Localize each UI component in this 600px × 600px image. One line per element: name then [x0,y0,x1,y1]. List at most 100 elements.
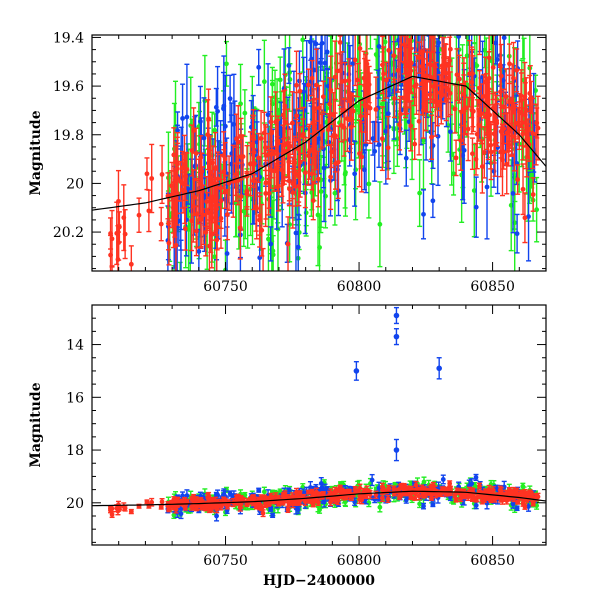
data-point [386,35,392,79]
data-point [286,499,292,506]
data-point [275,115,281,167]
data-point [481,126,487,179]
data-point [286,47,292,85]
data-point [514,48,520,93]
data-point [128,508,134,515]
data-point [534,107,540,139]
data-point [223,40,229,87]
top-trend-curve [92,75,546,211]
data-point [177,261,183,271]
data-point [227,74,233,123]
data-point [412,489,418,496]
data-point [478,83,484,145]
data-point [422,69,428,113]
data-point [337,35,343,106]
data-point [238,162,244,231]
data-point [270,512,276,519]
y-tick-label: 20.2 [53,225,84,241]
data-point [427,35,433,100]
data-point [357,483,363,493]
data-point [393,0,398,27]
y-tick-label: 19.6 [53,79,84,95]
data-point [329,496,335,502]
data-point [514,505,520,512]
data-point [238,495,244,501]
data-point [325,113,331,147]
data-point [171,265,177,271]
data-point [380,35,386,95]
data-point [515,499,521,505]
bottom-axes-frame [91,304,547,546]
data-point [352,140,358,207]
outlier-point [393,328,400,346]
data-point [515,164,521,195]
data-point [396,493,402,500]
data-point [146,502,152,509]
data-point [453,497,459,503]
data-point [413,35,419,53]
data-point [520,493,526,501]
data-point [367,35,373,50]
data-point [256,487,262,493]
x-tick-label: 60800 [337,553,382,569]
data-point [465,96,471,162]
data-point [465,492,471,502]
data-point [504,134,510,195]
data-point [492,111,498,177]
data-point [322,0,327,27]
data-point [421,189,427,240]
data-point [377,181,383,268]
data-point [251,151,257,211]
data-point [447,480,453,487]
data-point [178,239,184,271]
data-point [260,247,266,271]
data-point [468,0,473,20]
data-point [377,501,383,513]
data-point [282,490,288,499]
data-point [461,62,467,127]
data-point [453,139,459,177]
x-tick-label: 60850 [470,553,515,569]
data-point [282,73,288,139]
data-point [373,38,379,71]
outlier-point [436,357,442,380]
data-point [432,35,438,103]
data-point [357,35,363,86]
data-point [158,206,164,242]
data-point [520,107,526,161]
data-point [256,48,262,86]
data-point [469,137,475,171]
y-tick-label: 14 [66,338,84,354]
data-point [525,118,531,160]
data-point [401,81,407,115]
data-point [159,144,165,205]
data-point [290,156,296,229]
data-point [412,128,418,161]
data-point [293,139,299,207]
data-point [391,78,397,119]
bottom-data-points [108,306,541,522]
data-point [530,177,536,212]
data-point [328,143,334,211]
data-point [416,87,422,156]
data-point [429,494,435,501]
y-tick-label: 19.8 [53,128,84,144]
data-point [421,35,427,37]
outlier-point [393,306,400,325]
data-point [109,265,115,271]
data-point [218,153,224,223]
data-point [261,39,267,124]
data-point [417,159,423,228]
top-data-points [108,0,541,271]
data-point [189,495,195,503]
data-point [440,474,446,485]
data-point [227,490,233,497]
data-point [214,204,220,271]
data-point [403,129,409,187]
data-point [204,175,210,228]
data-point [408,48,414,93]
data-point [285,216,291,271]
bottom-y-axis-label: Magnitude [28,382,44,467]
data-point [440,47,446,97]
data-point [285,505,291,514]
